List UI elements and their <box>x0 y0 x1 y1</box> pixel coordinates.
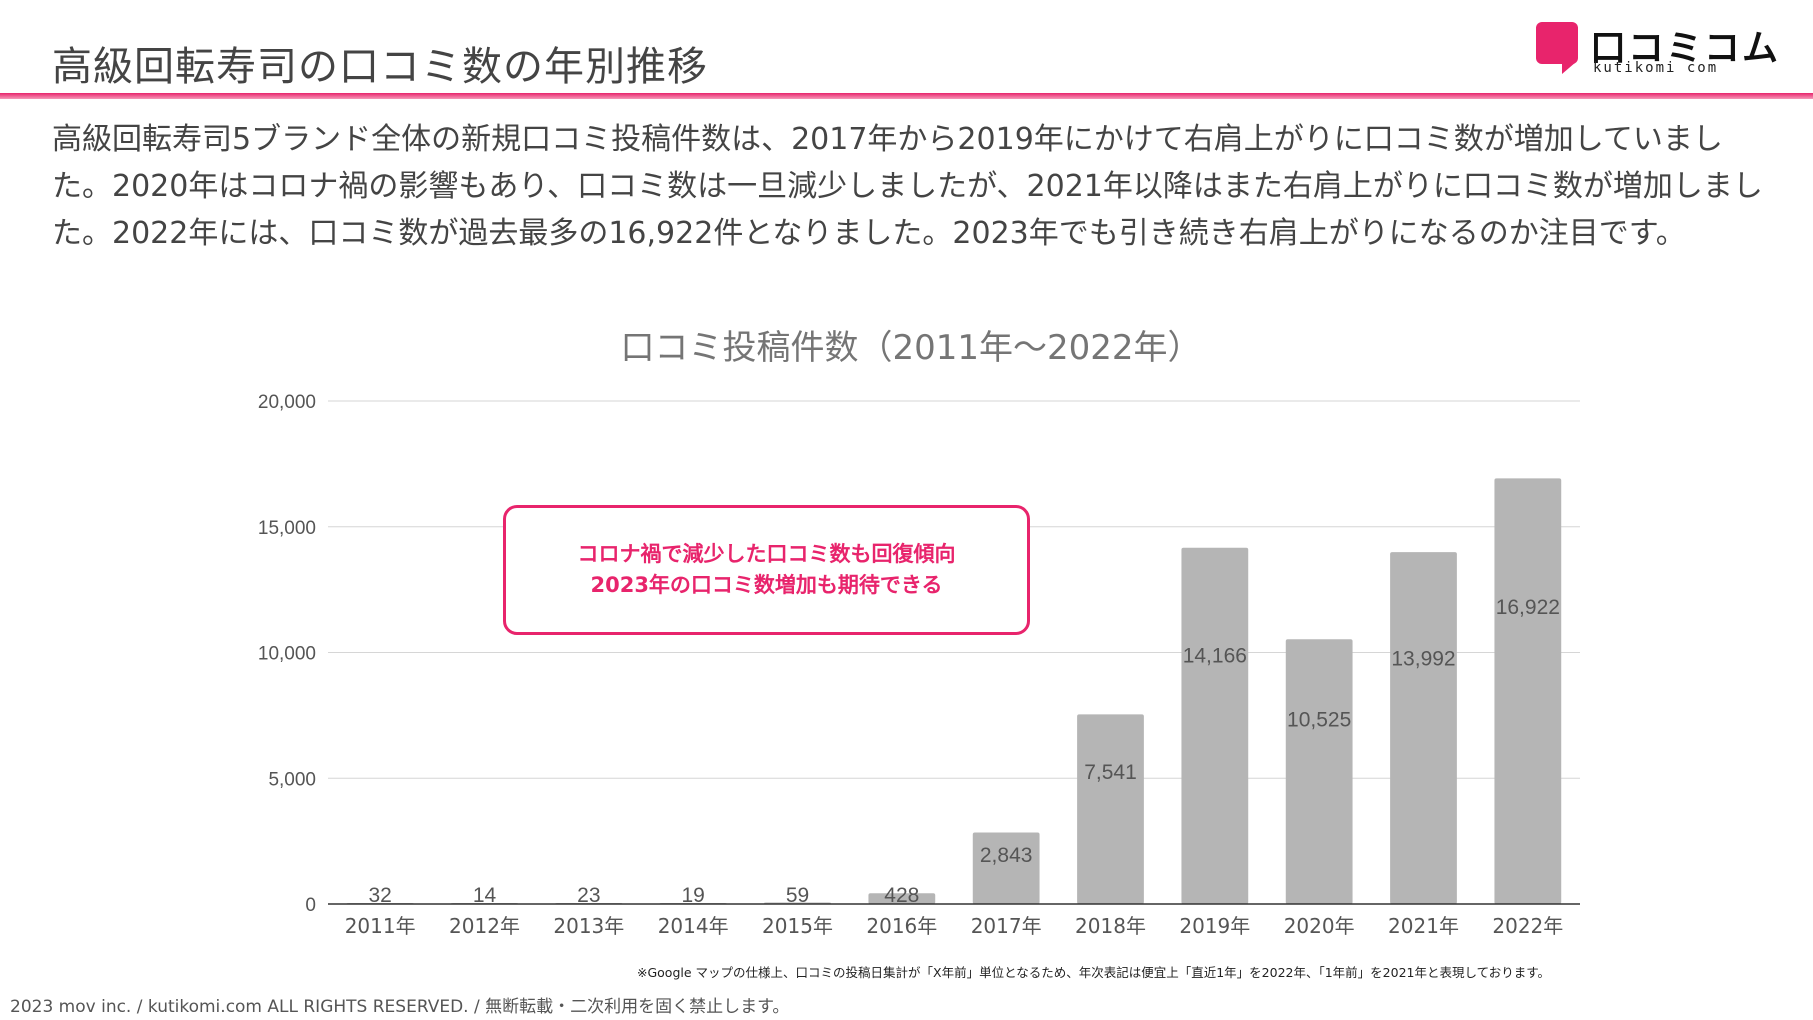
bar <box>868 893 936 904</box>
data-label: 14,166 <box>1183 645 1247 668</box>
x-tick-label: 2021年 <box>1388 914 1459 938</box>
x-tick-label: 2014年 <box>658 914 729 938</box>
footnote: ※Google マップの仕様上、口コミの投稿日集計が「X年前」単位となるため、年… <box>637 965 1550 980</box>
callout-line-1: コロナ禍で減少した口コミ数も回復傾向 <box>577 542 956 566</box>
copyright: 2023 mov inc. / kutikomi.com ALL RIGHTS … <box>10 997 790 1017</box>
speech-bubble-icon <box>1536 22 1578 74</box>
data-label: 7,541 <box>1084 761 1137 784</box>
data-label: 10,525 <box>1287 709 1351 732</box>
data-label: 16,922 <box>1496 596 1560 619</box>
summary-text: 高級回転寿司5ブランド全体の新規口コミ投稿件数は、2017年から2019年にかけ… <box>52 122 1763 251</box>
y-tick-label: 20,000 <box>258 392 316 413</box>
data-label: 23 <box>577 884 600 907</box>
y-tick-label: 15,000 <box>258 518 316 539</box>
logo-subtext: kutikomi com <box>1593 60 1719 76</box>
x-tick-label: 2020年 <box>1284 914 1355 938</box>
x-tick-label: 2016年 <box>866 914 937 938</box>
logo: 口コミコム kutikomi com <box>1536 22 1796 78</box>
data-label: 19 <box>681 884 704 907</box>
data-label: 14 <box>473 884 497 907</box>
logo-text: 口コミコム <box>1590 28 1781 69</box>
x-tick-label: 2015年 <box>762 914 833 938</box>
x-tick-label: 2019年 <box>1179 914 1250 938</box>
data-label: 32 <box>368 884 391 907</box>
y-tick-label: 0 <box>305 895 316 916</box>
x-tick-label: 2012年 <box>449 914 520 938</box>
x-tick-label: 2013年 <box>553 914 624 938</box>
x-tick-label: 2011年 <box>345 914 416 938</box>
x-tick-label: 2022年 <box>1492 914 1563 938</box>
x-tick-label: 2017年 <box>971 914 1042 938</box>
bar <box>972 832 1040 904</box>
data-label: 13,992 <box>1391 648 1455 671</box>
callout-line-2: 2023年の口コミ数増加も期待できる <box>590 573 943 597</box>
x-tick-label: 2018年 <box>1075 914 1146 938</box>
header-divider <box>0 93 1813 99</box>
data-label: 2,843 <box>980 844 1033 867</box>
data-label: 59 <box>786 884 809 907</box>
data-label: 428 <box>884 884 919 907</box>
bar <box>1181 547 1249 904</box>
bar <box>1077 714 1144 904</box>
page-title: 高級回転寿司の口コミ数の年別推移 <box>52 44 708 90</box>
callout-box: コロナ禍で減少した口コミ数も回復傾向 2023年の口コミ数増加も期待できる <box>503 505 1030 635</box>
bar <box>1285 639 1353 904</box>
bar <box>1390 552 1457 904</box>
y-tick-label: 10,000 <box>258 644 316 665</box>
chart-title: 口コミ投稿件数（2011年〜2022年） <box>620 328 1201 368</box>
bar <box>1494 478 1562 904</box>
y-tick-label: 5,000 <box>268 769 316 790</box>
